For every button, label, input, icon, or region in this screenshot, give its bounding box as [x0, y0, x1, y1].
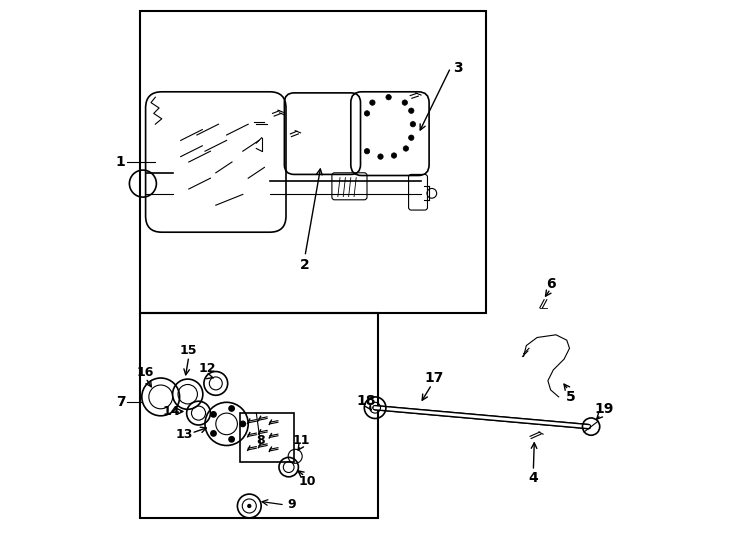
Text: 17: 17 — [425, 371, 444, 385]
Circle shape — [378, 154, 383, 159]
Text: 2: 2 — [300, 258, 310, 272]
Circle shape — [391, 153, 396, 158]
Bar — [140, 11, 486, 313]
Circle shape — [370, 100, 375, 105]
Circle shape — [403, 146, 409, 151]
Circle shape — [386, 94, 391, 100]
Text: 10: 10 — [299, 475, 316, 488]
Circle shape — [229, 437, 234, 442]
Circle shape — [240, 421, 245, 427]
Circle shape — [410, 122, 415, 127]
Text: 16: 16 — [137, 366, 154, 379]
Text: 9: 9 — [287, 498, 296, 511]
Text: 14: 14 — [163, 405, 181, 418]
Circle shape — [211, 411, 217, 417]
Text: 11: 11 — [292, 434, 310, 447]
Circle shape — [247, 504, 252, 508]
Text: 13: 13 — [175, 428, 193, 441]
Text: 15: 15 — [180, 345, 197, 357]
Text: 12: 12 — [199, 362, 217, 375]
Text: 18: 18 — [356, 394, 376, 408]
Text: 19: 19 — [595, 402, 614, 416]
Text: 4: 4 — [528, 471, 538, 485]
Circle shape — [229, 406, 234, 411]
Text: 1: 1 — [116, 155, 126, 169]
Circle shape — [409, 135, 414, 140]
Text: 5: 5 — [566, 390, 576, 404]
Text: 8: 8 — [256, 434, 265, 447]
Bar — [140, 313, 378, 518]
Circle shape — [409, 108, 414, 113]
Text: 3: 3 — [453, 60, 462, 75]
Text: 6: 6 — [546, 276, 556, 291]
Circle shape — [364, 111, 370, 116]
Circle shape — [364, 148, 370, 154]
Circle shape — [402, 100, 407, 105]
Bar — [240, 413, 294, 462]
Text: 7: 7 — [116, 395, 126, 409]
Circle shape — [211, 431, 217, 436]
